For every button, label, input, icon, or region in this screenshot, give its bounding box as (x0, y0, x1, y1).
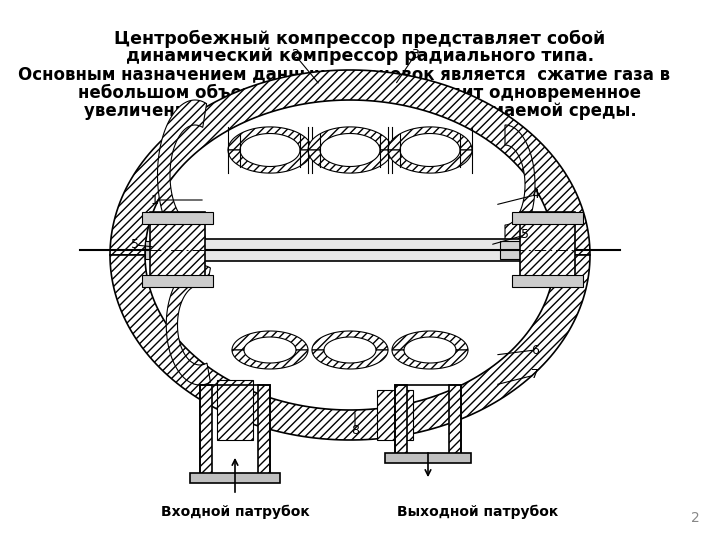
Text: Центробежный компрессор представляет собой: Центробежный компрессор представляет соб… (114, 30, 606, 48)
Text: 4: 4 (531, 188, 539, 201)
Polygon shape (505, 125, 535, 245)
Text: динамический компрессор радиального типа.: динамический компрессор радиального типа… (126, 47, 594, 65)
Polygon shape (312, 350, 388, 369)
Polygon shape (312, 331, 388, 350)
Bar (377, 390, 413, 440)
Bar (200, 385, 270, 475)
Bar (449, 385, 461, 455)
Text: 5: 5 (131, 239, 139, 252)
Bar (142, 275, 213, 287)
Text: Основным назначением данных  установок является  сжатие газа в: Основным назначением данных установок яв… (18, 66, 670, 84)
Text: 7: 7 (531, 368, 539, 381)
Bar (217, 380, 253, 440)
Polygon shape (392, 350, 468, 369)
Polygon shape (308, 127, 392, 150)
Bar (520, 212, 575, 287)
Text: 2: 2 (291, 49, 299, 62)
Polygon shape (110, 70, 590, 255)
Text: 6: 6 (531, 343, 539, 356)
Polygon shape (392, 331, 468, 350)
Bar (145, 241, 200, 259)
Bar (395, 385, 461, 455)
Text: 1: 1 (151, 193, 159, 206)
Polygon shape (166, 265, 210, 385)
Polygon shape (158, 100, 207, 250)
Text: Выходной патрубок: Выходной патрубок (397, 505, 559, 519)
Bar (190, 473, 280, 483)
Polygon shape (228, 127, 312, 150)
Polygon shape (232, 350, 308, 369)
Polygon shape (308, 150, 392, 173)
Bar (155, 239, 545, 261)
Polygon shape (388, 127, 472, 150)
Polygon shape (232, 331, 308, 350)
Text: 5: 5 (521, 228, 529, 241)
Text: Входной патрубок: Входной патрубок (161, 505, 310, 519)
Text: 2: 2 (691, 511, 700, 525)
Ellipse shape (145, 100, 555, 410)
Bar (395, 385, 407, 455)
Bar (258, 385, 270, 475)
Text: 3: 3 (411, 49, 419, 62)
Bar (512, 212, 583, 224)
Polygon shape (388, 150, 472, 173)
Text: небольшом объеме, при этом происходит одновременное: небольшом объеме, при этом происходит од… (78, 84, 642, 102)
Bar (500, 241, 555, 259)
Bar (385, 453, 471, 463)
Bar (150, 212, 205, 287)
Bar (200, 385, 212, 475)
Bar (142, 212, 213, 224)
Bar (512, 275, 583, 287)
Polygon shape (110, 255, 590, 440)
Polygon shape (228, 150, 312, 173)
Text: увеличение давления и температуры сжимаемой среды.: увеличение давления и температуры сжимае… (84, 102, 636, 120)
Text: 8: 8 (351, 423, 359, 436)
